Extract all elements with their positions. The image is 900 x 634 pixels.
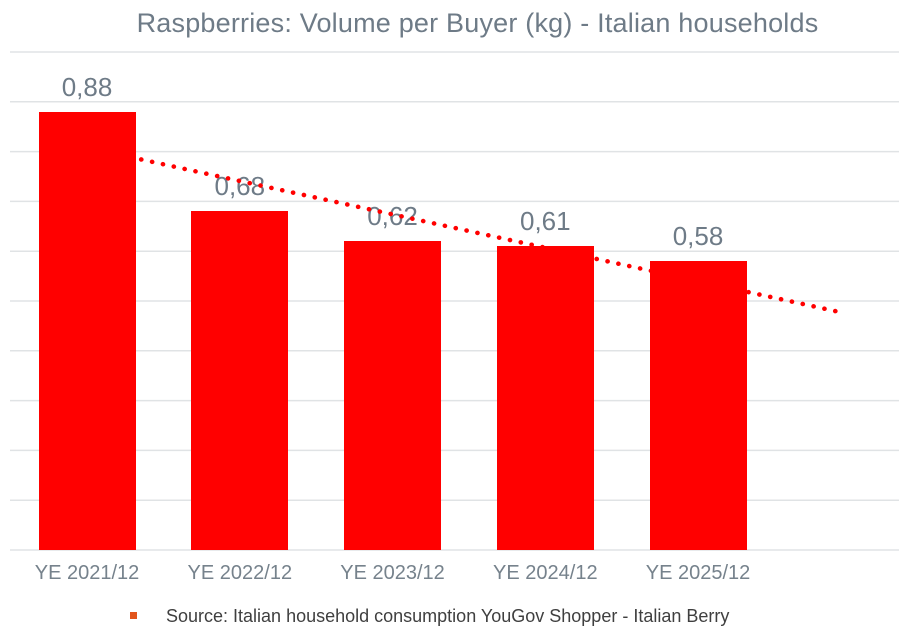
footnote-text: Source: Italian household consumption Yo… [166,606,730,626]
source-footnote: Source: Italian household consumption Yo… [130,603,729,629]
value-label: 0,88 [61,71,113,102]
category-label: YE 2025/12 [645,562,751,584]
category-label: YE 2023/12 [340,562,445,584]
bullet-icon [130,612,137,619]
category-label: YE 2022/12 [187,562,293,584]
chart-title: Raspberries: Volume per Buyer (kg) - Ita… [136,8,819,38]
category-label: YE 2021/12 [34,562,140,584]
category-label: YE 2024/12 [493,562,598,584]
